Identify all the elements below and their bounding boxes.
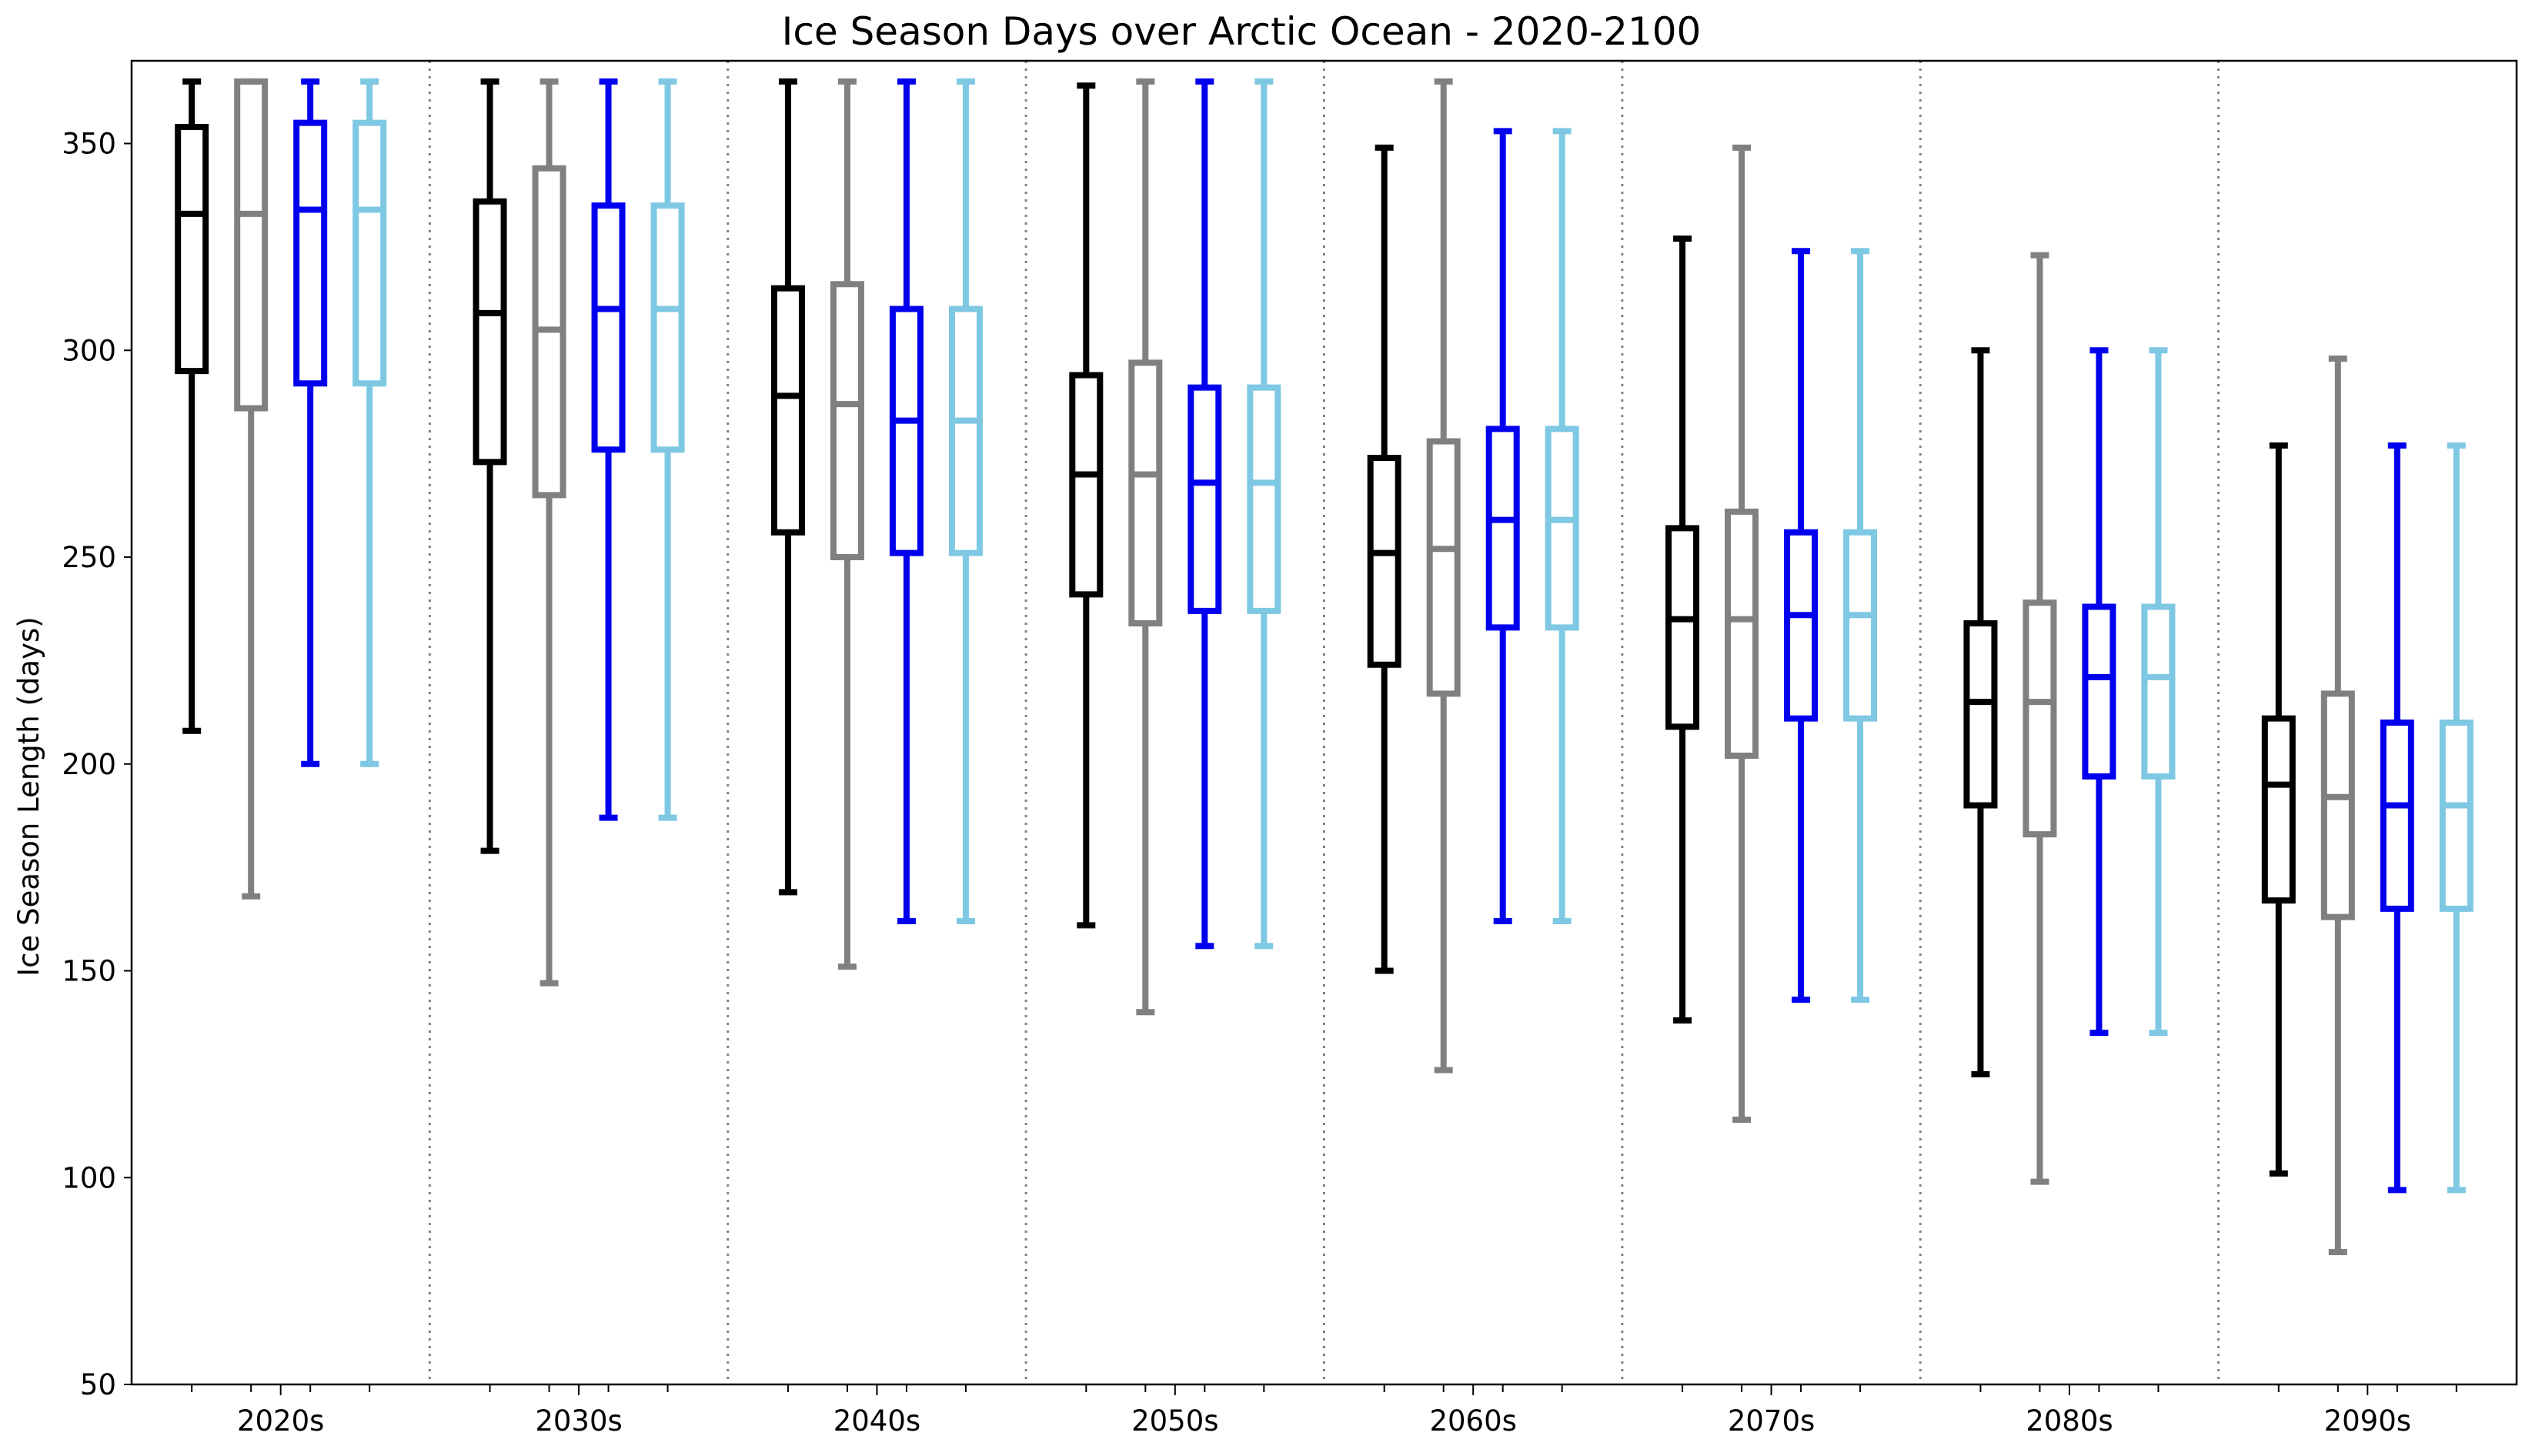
box-2090s-series-4 — [2439, 442, 2474, 1194]
iqr-box — [1665, 525, 1700, 730]
box-2080s-series-3 — [2082, 347, 2116, 1037]
iqr-box — [1784, 529, 1819, 722]
x-tick-label: 2030s — [535, 1404, 622, 1438]
box-2030s-series-2 — [532, 78, 566, 987]
y-tick-label: 350 — [62, 128, 116, 161]
iqr-box — [473, 198, 507, 466]
box-2090s-series-1 — [2261, 442, 2296, 1177]
box-2020s-series-3 — [293, 78, 328, 767]
iqr-box — [2380, 720, 2414, 912]
box-2020s-series-1 — [175, 78, 209, 734]
iqr-box — [1367, 455, 1401, 668]
box-2020s-series-2 — [234, 78, 269, 900]
iqr-box — [591, 202, 626, 453]
box-2040s-series-1 — [770, 78, 805, 896]
y-tick-label: 100 — [62, 1161, 116, 1194]
box-2060s-series-2 — [1426, 78, 1461, 1074]
iqr-box — [1247, 384, 1281, 614]
iqr-box — [1963, 620, 1998, 809]
box-2070s-series-2 — [1725, 144, 1759, 1123]
box-2070s-series-4 — [1843, 248, 1878, 1004]
box-2050s-series-1 — [1069, 82, 1104, 929]
iqr-box — [830, 281, 864, 560]
iqr-box — [2023, 599, 2057, 838]
plot-area: 50 100 150 200 250 300 350 2020s 2030s 2040s 2050s… — [62, 59, 2518, 1438]
box-2020s-series-4 — [352, 78, 387, 767]
box-2060s-series-1 — [1367, 144, 1401, 974]
iqr-box — [1069, 372, 1104, 598]
plot-frame — [130, 59, 2518, 1386]
x-tick-label: 2060s — [1429, 1404, 1516, 1438]
box-2080s-series-1 — [1963, 347, 1998, 1077]
iqr-box — [2082, 603, 2116, 780]
iqr-box — [889, 306, 924, 556]
iqr-box — [234, 78, 269, 412]
chart-title: Ice Season Days over Arctic Ocean - 2020… — [782, 9, 1702, 54]
iqr-box — [1725, 508, 1759, 759]
iqr-box — [2261, 715, 2296, 904]
iqr-box — [175, 124, 209, 375]
x-tick-label: 2080s — [2026, 1404, 2113, 1438]
box-2030s-series-4 — [650, 78, 685, 821]
box-2050s-series-2 — [1128, 78, 1163, 1016]
box-2040s-series-2 — [830, 78, 864, 970]
box-2030s-series-3 — [591, 78, 626, 821]
box-2030s-series-1 — [473, 78, 507, 854]
iqr-box — [1843, 529, 1878, 722]
iqr-box — [650, 202, 685, 453]
iqr-box — [2320, 690, 2355, 920]
iqr-box — [1188, 384, 1222, 614]
iqr-box — [293, 119, 328, 387]
box-2040s-series-3 — [889, 78, 924, 924]
iqr-box — [1485, 426, 1520, 631]
iqr-box — [948, 306, 983, 556]
y-axis-label: Ice Season Length (days) — [12, 616, 45, 976]
x-tick-label: 2090s — [2324, 1404, 2411, 1438]
iqr-box — [352, 119, 387, 387]
y-tick-label: 150 — [62, 955, 116, 988]
y-tick-label: 300 — [62, 334, 116, 367]
iqr-box — [770, 285, 805, 536]
y-tick-label: 250 — [62, 541, 116, 574]
box-2070s-series-3 — [1784, 248, 1819, 1004]
box-2060s-series-3 — [1485, 128, 1520, 924]
x-tick-label: 2040s — [833, 1404, 920, 1438]
x-tick-label: 2050s — [1131, 1404, 1218, 1438]
box-2080s-series-2 — [2023, 252, 2057, 1185]
iqr-box — [2439, 720, 2474, 912]
box-2050s-series-4 — [1247, 78, 1281, 950]
box-2090s-series-3 — [2380, 442, 2414, 1194]
iqr-box — [1128, 359, 1163, 626]
iqr-box — [1426, 438, 1461, 697]
box-2080s-series-4 — [2141, 347, 2176, 1037]
box-2040s-series-4 — [948, 78, 983, 924]
box-2060s-series-4 — [1545, 128, 1579, 924]
iqr-box — [1545, 426, 1579, 631]
x-tick-label: 2020s — [237, 1404, 324, 1438]
iqr-box — [2141, 603, 2176, 780]
y-tick-label: 200 — [62, 748, 116, 781]
box-2090s-series-2 — [2320, 356, 2355, 1255]
y-tick-label: 50 — [80, 1368, 116, 1401]
box-2050s-series-3 — [1188, 78, 1222, 950]
x-tick-label: 2070s — [1728, 1404, 1815, 1438]
box-2070s-series-1 — [1665, 235, 1700, 1024]
